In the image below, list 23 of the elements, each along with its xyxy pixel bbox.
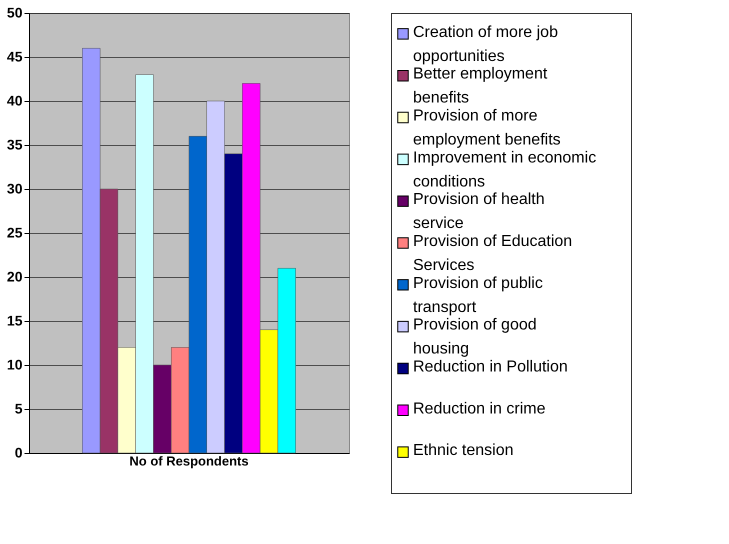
legend-label: Provision of Education Services bbox=[413, 233, 572, 274]
legend-label: Ethnic tension bbox=[413, 442, 514, 460]
y-tick-label: 20 bbox=[6, 268, 23, 284]
y-tick-label: 0 bbox=[14, 444, 23, 460]
legend-label: Creation of more job opportunities bbox=[413, 24, 558, 65]
y-tick-label: 35 bbox=[6, 136, 23, 152]
y-tick-label: 50 bbox=[6, 4, 23, 20]
y-tick-label: 5 bbox=[14, 400, 23, 416]
legend-label: Provision of good housing bbox=[413, 316, 537, 358]
legend-label: Reduction in crime bbox=[413, 400, 546, 418]
y-tick-label: 45 bbox=[6, 48, 23, 64]
y-tick-label: 10 bbox=[6, 356, 23, 372]
legend-label: Better employment benefits bbox=[413, 66, 548, 107]
legend-label: Improvement in economic conditions bbox=[413, 149, 596, 190]
legend-label: Reduction in Pollution bbox=[413, 358, 568, 376]
y-tick-label: 40 bbox=[6, 92, 23, 108]
y-tick-label: 15 bbox=[6, 312, 23, 328]
legend-label: Provision of more employment benefits bbox=[413, 108, 561, 149]
legend-label: Provision of public transport bbox=[413, 274, 543, 316]
x-tick-label: No of Respondents bbox=[129, 454, 249, 468]
y-tick-label: 25 bbox=[6, 224, 23, 240]
legend-label: Provision of health service bbox=[413, 191, 545, 232]
y-tick-label: 30 bbox=[6, 180, 23, 196]
